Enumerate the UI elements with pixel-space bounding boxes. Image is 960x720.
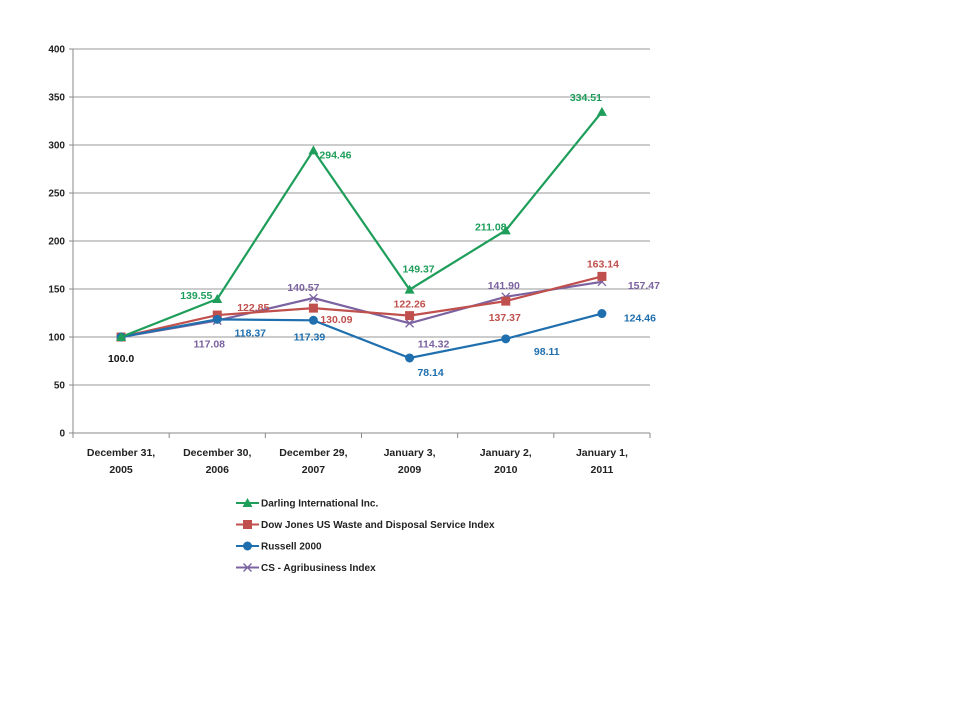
x-marker <box>308 293 318 303</box>
legend-item: Darling International Inc. <box>236 498 378 510</box>
circle-marker <box>597 309 607 319</box>
data-label: 211.08 <box>475 221 507 233</box>
circle-icon <box>243 541 252 551</box>
legend-label: Dow Jones US Waste and Disposal Service … <box>261 520 495 531</box>
triangle-marker <box>500 225 511 235</box>
x-category-label: 2006 <box>206 464 230 476</box>
series-russell-2000 <box>116 309 607 363</box>
square-marker <box>501 296 511 306</box>
x-category-label: 2005 <box>109 464 133 476</box>
x-category-label: 2011 <box>591 464 614 476</box>
data-label: 294.46 <box>319 149 351 161</box>
data-label: 141.90 <box>488 280 520 292</box>
data-label: 130.09 <box>320 314 352 326</box>
data-label: 100.0 <box>108 353 134 365</box>
data-label: 98.11 <box>534 346 560 358</box>
x-icon <box>243 563 252 572</box>
y-tick-label: 200 <box>48 237 65 248</box>
x-category-label: December 30, <box>183 447 251 459</box>
square-marker <box>308 303 318 313</box>
legend-label: CS - Agribusiness Index <box>261 563 376 574</box>
triangle-marker <box>596 106 607 116</box>
data-label: 157.47 <box>628 280 660 292</box>
data-label: 137.37 <box>489 312 521 324</box>
x-category-label: 2010 <box>494 464 518 476</box>
y-tick-label: 300 <box>48 141 65 152</box>
data-label: 149.37 <box>403 264 435 276</box>
triangle-marker <box>308 145 319 155</box>
x-category-label: January 1, <box>576 447 628 459</box>
data-label: 140.57 <box>287 282 319 294</box>
square-icon <box>243 520 252 529</box>
y-tick-label: 0 <box>59 429 65 440</box>
circle-marker <box>501 334 511 344</box>
x-category-label: January 3, <box>384 447 436 459</box>
square-marker <box>405 311 415 321</box>
data-label: 122.26 <box>394 299 426 311</box>
series-line <box>120 312 603 360</box>
data-label: 334.51 <box>570 92 602 104</box>
y-tick-label: 400 <box>48 45 65 56</box>
data-label: 118.37 <box>234 327 266 339</box>
x-marker <box>405 318 415 328</box>
data-label: 139.55 <box>180 290 212 302</box>
data-label: 117.08 <box>193 339 225 351</box>
x-category-label: December 29, <box>279 447 347 459</box>
series-line <box>120 111 603 339</box>
legend-item: Russell 2000 <box>236 541 322 553</box>
data-label: 163.14 <box>587 258 619 270</box>
data-label: 122.85 <box>237 302 269 314</box>
series-darling-international-inc- <box>116 106 607 341</box>
data-label: 114.32 <box>418 338 450 350</box>
x-category-label: January 2, <box>480 447 532 459</box>
y-tick-label: 350 <box>48 93 65 104</box>
square-marker <box>597 271 607 281</box>
triangle-icon <box>242 498 253 507</box>
data-label: 78.14 <box>417 367 443 379</box>
y-tick-label: 100 <box>48 333 65 344</box>
circle-marker <box>308 315 318 325</box>
x-category-label: December 31, <box>87 447 155 459</box>
circle-marker <box>405 353 415 363</box>
y-tick-label: 50 <box>54 381 66 392</box>
y-tick-label: 250 <box>48 189 65 200</box>
legend-label: Russell 2000 <box>261 542 322 553</box>
triangle-marker <box>404 284 415 294</box>
legend-item: CS - Agribusiness Index <box>236 563 376 574</box>
x-category-label: 2009 <box>398 464 422 476</box>
triangle-marker <box>212 294 223 304</box>
series-line <box>120 275 603 339</box>
circle-marker <box>212 314 222 324</box>
x-category-label: 2007 <box>302 464 326 476</box>
triangle-marker <box>116 332 127 341</box>
y-tick-label: 150 <box>48 285 65 296</box>
legend-item: Dow Jones US Waste and Disposal Service … <box>236 520 495 531</box>
legend-label: Darling International Inc. <box>261 499 378 510</box>
data-label: 117.39 <box>294 331 326 343</box>
data-label: 124.46 <box>624 313 656 325</box>
